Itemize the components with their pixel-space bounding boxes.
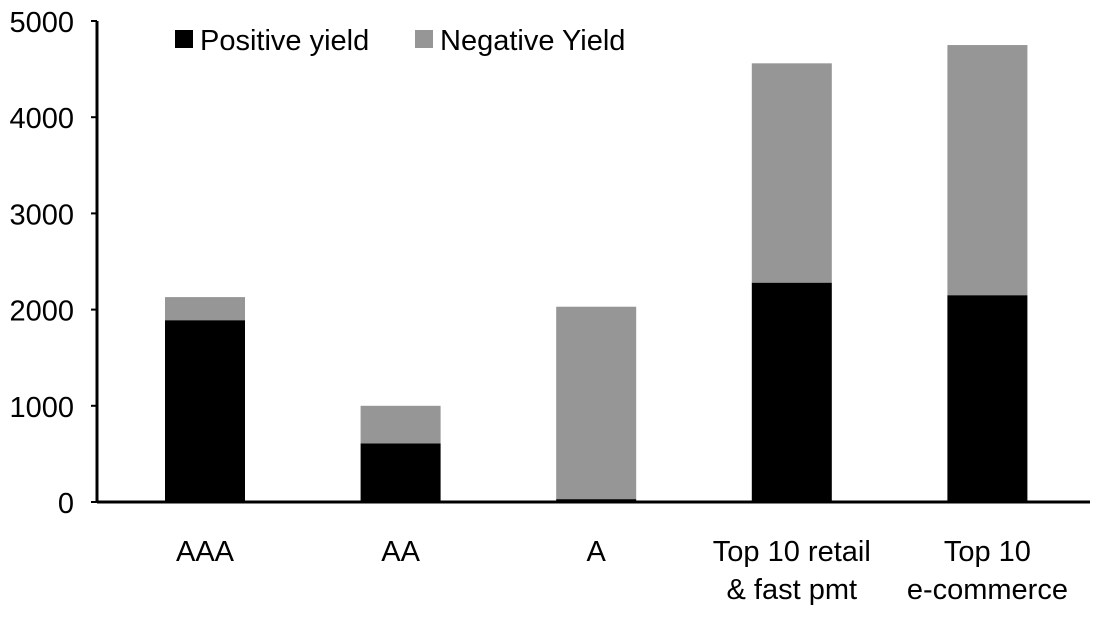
x-tick-label: AA xyxy=(381,536,420,568)
x-tick-label: A xyxy=(587,536,607,568)
x-tick-label: AAA xyxy=(176,536,235,568)
legend-swatch xyxy=(175,30,193,48)
bar-positive-yield xyxy=(947,295,1028,502)
legend: Positive yield Negative Yield xyxy=(175,25,625,57)
y-tick-label: 2000 xyxy=(9,296,74,328)
bar-negative-yield xyxy=(165,297,245,321)
x-tick-label: Top 10 xyxy=(944,536,1031,568)
x-tick-label: Top 10 retail xyxy=(713,536,871,568)
bar-negative-yield xyxy=(556,306,637,500)
x-tick-label: & fast pmt xyxy=(727,574,858,606)
y-tick-label: 1000 xyxy=(9,392,74,424)
bar-negative-yield xyxy=(947,45,1028,296)
bar-negative-yield xyxy=(360,405,441,444)
y-tick-label: 3000 xyxy=(9,199,74,231)
y-tick-label: 5000 xyxy=(9,7,74,39)
y-tick-label: 0 xyxy=(58,488,74,520)
y-tick-label: 4000 xyxy=(9,103,74,135)
bars-group xyxy=(165,45,1028,502)
legend-label: Negative Yield xyxy=(440,25,625,57)
legend-label: Positive yield xyxy=(200,25,369,57)
x-tick-label: e-commerce xyxy=(907,574,1068,606)
bar-positive-yield xyxy=(165,320,245,502)
bar-positive-yield xyxy=(751,282,832,502)
bar-positive-yield xyxy=(360,443,441,502)
bar-negative-yield xyxy=(751,63,832,283)
legend-swatch xyxy=(415,30,433,48)
